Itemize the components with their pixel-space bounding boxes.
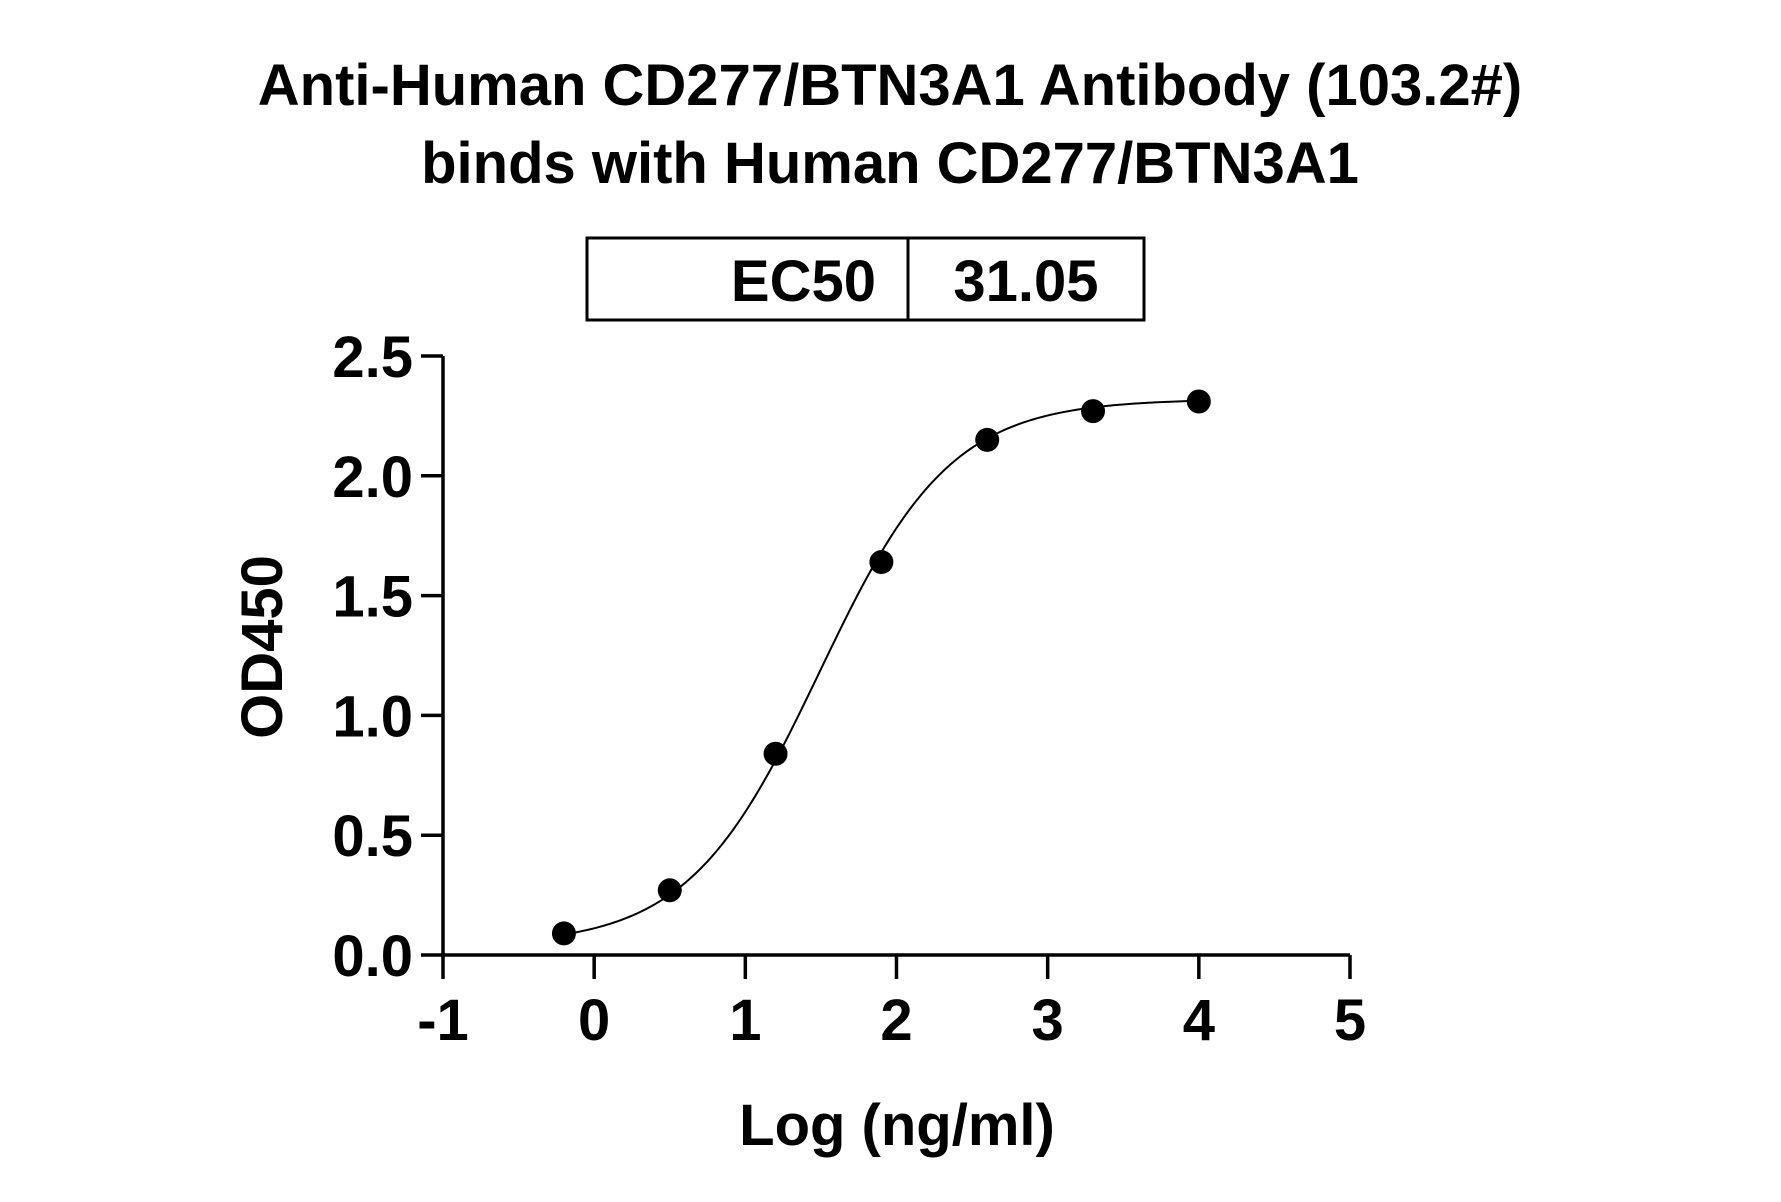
fit-curve-line (563, 399, 1199, 936)
x-tick-label: 2 (880, 988, 912, 1053)
data-points (551, 389, 1211, 946)
ec50-table: EC50 31.05 (585, 236, 1146, 322)
x-tick-label: 1 (729, 988, 761, 1053)
fit-curve-group (563, 399, 1199, 936)
x-axis-label: Log (ng/ml) (739, 1093, 1055, 1158)
y-tick-label: 1.0 (332, 684, 413, 749)
x-tick-label: 3 (1032, 988, 1064, 1053)
x-tick-label: 0 (578, 988, 610, 1053)
x-tick-label: -1 (417, 988, 469, 1053)
y-tick-label: 2.0 (332, 445, 413, 510)
data-point (1081, 399, 1106, 424)
y-tick-label: 0.5 (332, 804, 413, 869)
ec50-table-border (585, 236, 1146, 322)
y-tick-label: 1.5 (332, 565, 413, 630)
data-point (657, 878, 682, 903)
x-tick-label: 5 (1334, 988, 1366, 1053)
y-tick-label: 2.5 (332, 325, 413, 390)
chart-title-line1: Anti-Human CD277/BTN3A1 Antibody (103.2#… (258, 53, 1522, 118)
x-tick-label: 4 (1183, 988, 1215, 1053)
ec50-label: EC50 (731, 249, 876, 314)
data-point (763, 741, 788, 766)
axes: 0.0 0.5 1.0 1.5 2.0 2.5 -1 0 1 2 3 4 5 (332, 325, 1366, 1053)
data-point (551, 921, 576, 946)
chart-title-line2: binds with Human CD277/BTN3A1 (421, 131, 1359, 196)
data-point (869, 550, 894, 575)
data-point (975, 427, 1000, 452)
y-axis-label: OD450 (230, 555, 295, 739)
ec50-value: 31.05 (953, 249, 1098, 314)
y-tick-label: 0.0 (332, 924, 413, 989)
data-point (1186, 389, 1211, 414)
